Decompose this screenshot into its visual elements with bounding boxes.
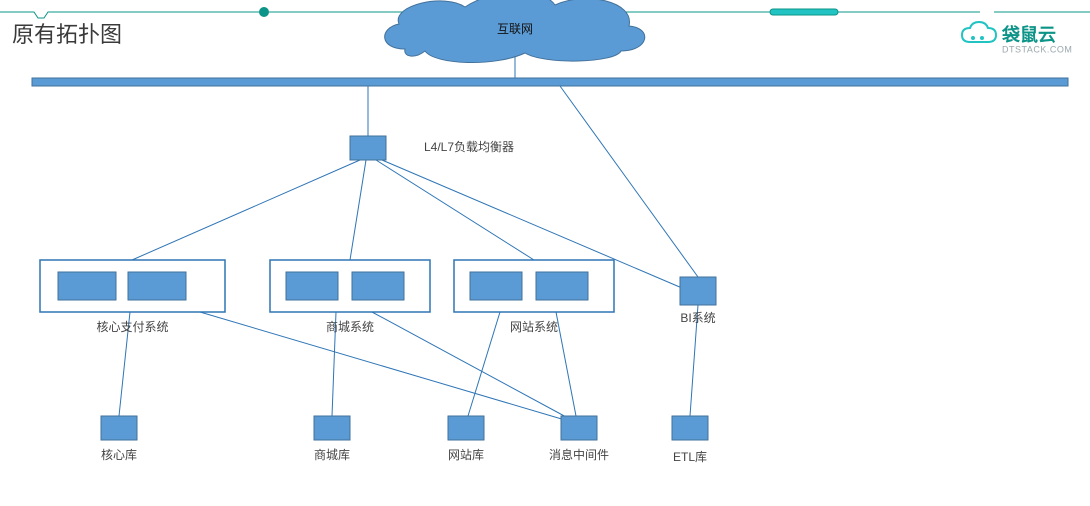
brand-logo: 袋鼠云DTSTACK.COM xyxy=(962,22,1072,54)
group-mall-inner-0 xyxy=(286,272,338,300)
node-etl-label: ETL库 xyxy=(673,449,707,464)
edge-lb-to-core_pay xyxy=(132,160,360,260)
brand-dot-icon xyxy=(980,36,984,40)
node-mq-label: 消息中间件 xyxy=(549,447,609,462)
header-accent-pill xyxy=(770,9,838,15)
group-core_pay-inner-1 xyxy=(128,272,186,300)
internet-cloud-label: 互联网 xyxy=(497,22,533,36)
node-mall_db-label: 商城库 xyxy=(314,447,350,462)
node-bi xyxy=(680,277,716,305)
group-core_pay-inner-0 xyxy=(58,272,116,300)
edge-site-to-site_db xyxy=(468,312,500,416)
node-mq xyxy=(561,416,597,440)
node-bi-label: BI系统 xyxy=(680,311,715,325)
node-lb xyxy=(350,136,386,160)
network-bus-bar xyxy=(32,78,1068,86)
group-site-inner-1 xyxy=(536,272,588,300)
node-core_db xyxy=(101,416,137,440)
node-site_db-label: 网站库 xyxy=(448,447,484,462)
topology-diagram: 原有拓扑图 袋鼠云DTSTACK.COM 互联网 L4/L7负载均衡器 BI系统核心库 商… xyxy=(0,0,1090,506)
node-etl xyxy=(672,416,708,440)
node-site_db xyxy=(448,416,484,440)
group-core_pay-label: 核心支付系统 xyxy=(96,320,168,334)
node-lb-label: L4/L7负载均衡器 xyxy=(424,140,514,154)
node-mall_db xyxy=(314,416,350,440)
brand-name: 袋鼠云 xyxy=(1001,24,1056,45)
node-core_db-label: 核心库 xyxy=(101,447,137,462)
group-site-inner-0 xyxy=(470,272,522,300)
header-accent-dot xyxy=(259,7,269,17)
brand-subtext: DTSTACK.COM xyxy=(1002,44,1072,54)
edge-hr_bar-to-bi xyxy=(560,86,698,277)
group-mall-inner-1 xyxy=(352,272,404,300)
group-site-label: 网站系统 xyxy=(510,320,558,334)
edge-lb-to-mall xyxy=(350,160,366,260)
group-mall-label: 商城系统 xyxy=(326,319,374,334)
edge-lb-to-site xyxy=(376,160,534,260)
edge-site-to-mq xyxy=(556,312,576,416)
brand-dot-icon xyxy=(971,36,975,40)
brand-cloud-icon xyxy=(962,22,996,42)
page-title: 原有拓扑图 xyxy=(12,22,122,47)
